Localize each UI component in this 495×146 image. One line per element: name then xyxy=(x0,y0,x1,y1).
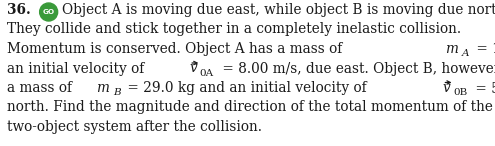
Text: = 29.0 kg and an initial velocity of: = 29.0 kg and an initial velocity of xyxy=(123,81,371,95)
Text: m: m xyxy=(445,42,458,56)
Text: Momentum is conserved. Object A has a mass of: Momentum is conserved. Object A has a ma… xyxy=(7,42,346,56)
Text: GO: GO xyxy=(43,9,55,15)
Text: = 5.00 m/s, due: = 5.00 m/s, due xyxy=(471,81,495,95)
Text: v: v xyxy=(190,61,198,75)
Text: 0A: 0A xyxy=(200,68,214,78)
Text: B: B xyxy=(113,88,121,97)
Text: two-object system after the collision.: two-object system after the collision. xyxy=(7,120,262,134)
Text: = 17.0 kg and: = 17.0 kg and xyxy=(472,42,495,56)
Text: They collide and stick together in a completely inelastic collision.: They collide and stick together in a com… xyxy=(7,22,461,36)
Text: v: v xyxy=(443,81,451,95)
Text: A: A xyxy=(462,49,469,58)
Text: Object A is moving due east, while object B is moving due north.: Object A is moving due east, while objec… xyxy=(62,3,495,17)
Text: an initial velocity of: an initial velocity of xyxy=(7,61,148,75)
Text: north. Find the magnitude and direction of the total momentum of the: north. Find the magnitude and direction … xyxy=(7,100,493,114)
Text: m: m xyxy=(97,81,109,95)
Text: = 8.00 m/s, due east. Object B, however, has: = 8.00 m/s, due east. Object B, however,… xyxy=(218,61,495,75)
Text: a mass of: a mass of xyxy=(7,81,76,95)
Text: 0B: 0B xyxy=(453,88,467,97)
Circle shape xyxy=(40,3,57,21)
Text: 36.: 36. xyxy=(7,3,31,17)
